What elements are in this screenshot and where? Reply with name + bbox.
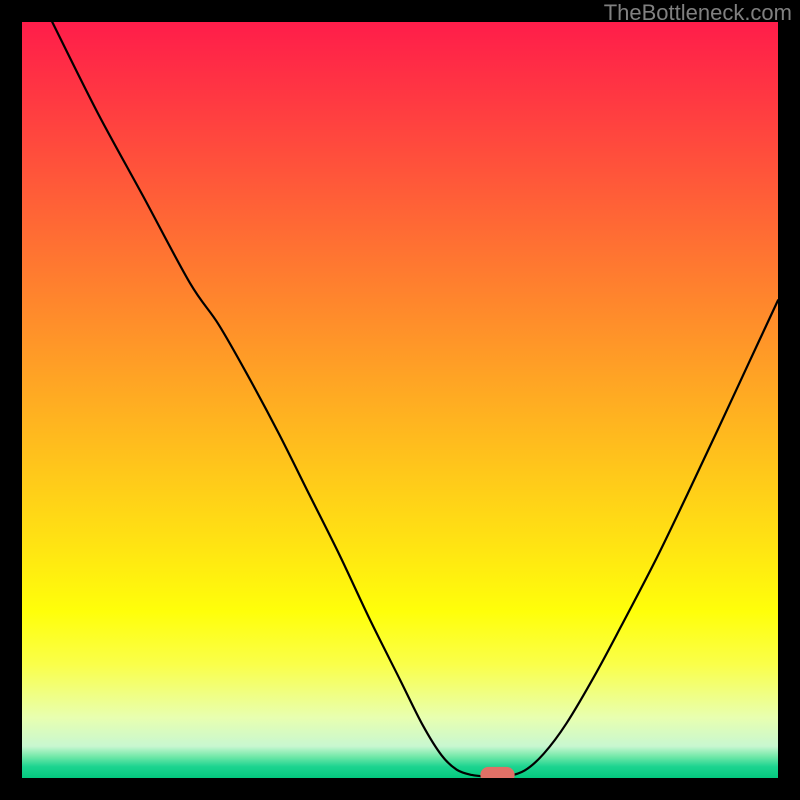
plot-area bbox=[22, 22, 778, 778]
bottleneck-curve-chart bbox=[22, 22, 778, 778]
optimal-marker bbox=[481, 767, 514, 778]
gradient-background bbox=[22, 22, 778, 778]
attribution-text: TheBottleneck.com bbox=[604, 0, 792, 26]
chart-frame: TheBottleneck.com bbox=[0, 0, 800, 800]
